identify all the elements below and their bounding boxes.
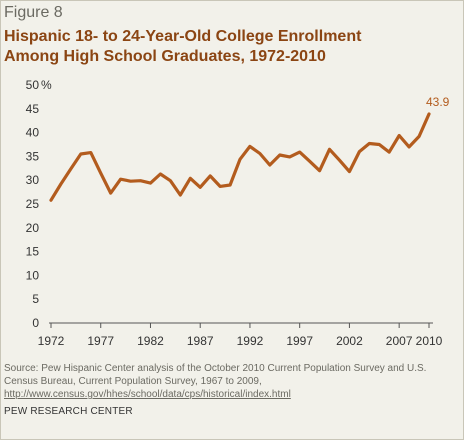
x-axis-ticks: 1972 1977 1982 1987 1992 1997 2002 2007 2010 <box>38 323 443 348</box>
chart-title-line-1: Hispanic 18- to 24-Year-Old College Enro… <box>4 28 362 45</box>
organization-name: PEW RESEARCH CENTER <box>4 406 133 417</box>
series-group: 43.9 <box>49 95 450 202</box>
y-tick-label: 0 <box>32 316 39 330</box>
chart-title-line-2: Among High School Graduates, 1972-2010 <box>4 48 326 65</box>
y-tick-label: 30 <box>26 173 40 187</box>
y-tick-label: 5 <box>32 292 39 306</box>
y-tick-label: 50 <box>26 78 40 92</box>
y-tick-label: 20 <box>26 221 40 235</box>
y-tick-label: 15 <box>26 245 40 259</box>
x-tick-label: 1997 <box>286 334 313 348</box>
x-tick-label: 1977 <box>87 334 114 348</box>
y-tick-label: 35 <box>26 149 40 163</box>
y-tick-label: 45 <box>26 102 40 116</box>
x-tick-label: 1992 <box>237 334 264 348</box>
y-axis-ticks: 0 5 10 15 20 25 30 35 40 45 50% <box>26 78 52 330</box>
x-tick-label: 1982 <box>137 334 164 348</box>
y-tick-label: 10 <box>26 268 40 282</box>
x-tick-label: 2010 <box>416 334 443 348</box>
source-link[interactable]: http://www.census.gov/hhes/school/data/c… <box>4 389 291 400</box>
end-value-label: 43.9 <box>426 95 450 109</box>
y-tick-label: 25 <box>26 197 40 211</box>
y-unit-label: % <box>41 78 52 92</box>
x-tick-label: 2007 <box>386 334 413 348</box>
series-line-hispanic-enrollment <box>49 112 431 202</box>
source-note: Source: Pew Hispanic Center analysis of … <box>4 362 459 401</box>
figure-label: Figure 8 <box>4 4 63 21</box>
chart-title: Hispanic 18- to 24-Year-Old College Enro… <box>4 27 459 67</box>
source-text: Source: Pew Hispanic Center analysis of … <box>4 363 427 387</box>
x-tick-label: 1987 <box>187 334 214 348</box>
x-tick-label: 1972 <box>38 334 65 348</box>
x-tick-label: 2002 <box>336 334 363 348</box>
y-tick-label: 40 <box>26 126 40 140</box>
